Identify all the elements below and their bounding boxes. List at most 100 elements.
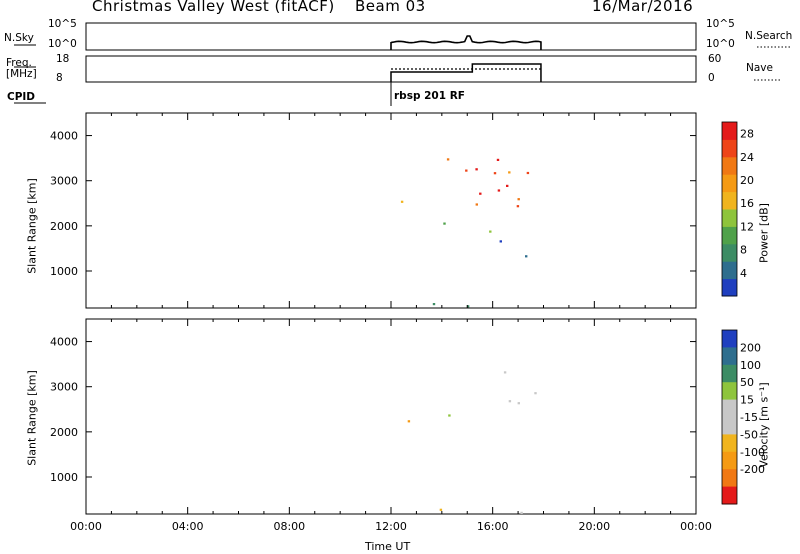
power-colorbar-tick: 24 xyxy=(740,151,754,164)
power-colorbar-tick: 8 xyxy=(740,244,747,257)
nsky-tick-bottom: 10^0 xyxy=(48,38,77,50)
power-panel-frame xyxy=(85,112,697,309)
velocity-ytick-label: 3000 xyxy=(50,381,78,394)
date-title: 16/Mar/2016 xyxy=(592,0,694,15)
power-colorbar-segment xyxy=(722,174,737,193)
velocity-colorbar-frame xyxy=(721,329,738,505)
velocity-cell xyxy=(448,414,451,417)
cpid-value: rbsp 201 RF xyxy=(394,90,465,102)
power-cell xyxy=(475,203,478,206)
power-colorbar-segment xyxy=(722,209,737,227)
velocity-cell xyxy=(517,402,520,405)
x-tick-label: 16:00 xyxy=(477,520,509,533)
power-colorbar-segment xyxy=(722,156,737,175)
velocity-ytick-label: 2000 xyxy=(50,426,78,439)
velocity-colorbar-segment xyxy=(722,330,737,348)
velocity-colorbar-segment xyxy=(722,434,737,453)
velocity-colorbar-tick: 200 xyxy=(740,341,761,354)
cpid-label: CPID xyxy=(7,91,36,103)
power-cell xyxy=(497,189,501,192)
power-cell xyxy=(508,171,511,174)
power-colorbar-tick: 4 xyxy=(740,267,747,280)
x-tick-label: 20:00 xyxy=(578,520,610,533)
power-cell xyxy=(489,230,492,233)
velocity-colorbar-tick: -200 xyxy=(740,463,765,476)
power-cell xyxy=(466,305,470,308)
power-cell xyxy=(446,158,450,161)
nsky-label: N.Sky xyxy=(4,32,34,44)
power-cell xyxy=(525,255,528,258)
freq-label: Freq. xyxy=(6,57,32,69)
x-tick-label: 00:00 xyxy=(70,520,102,533)
power-colorbar-frame xyxy=(721,121,738,297)
power-colorbar-segment xyxy=(722,278,737,297)
power-colorbar-tick: 16 xyxy=(740,197,754,210)
power-cell xyxy=(499,240,502,243)
freq-unit-label: [MHz] xyxy=(6,68,37,80)
power-cell xyxy=(443,222,446,225)
velocity-colorbar-tick: 100 xyxy=(740,359,761,372)
nave-tick-bottom: 0 xyxy=(708,72,715,84)
x-axis-title: Time UT xyxy=(365,540,411,553)
nsky-tick-top: 10^5 xyxy=(48,18,77,30)
nsearch-label: N.Search xyxy=(745,30,793,42)
beam-title: Beam 03 xyxy=(355,0,426,15)
power-ytick-label: 2000 xyxy=(50,220,78,233)
x-tick-label: 00:00 xyxy=(680,520,712,533)
velocity-colorbar-segment xyxy=(722,347,737,366)
velocity-colorbar-segment xyxy=(722,399,737,418)
velocity-colorbar-segment xyxy=(722,417,737,435)
velocity-cell xyxy=(520,511,523,514)
velocity-colorbar-segment xyxy=(722,486,737,505)
power-cell xyxy=(526,171,530,175)
x-tick-label: 04:00 xyxy=(172,520,204,533)
station-title: Christmas Valley West (fitACF) xyxy=(92,0,335,15)
power-ytick-label: 3000 xyxy=(50,175,78,188)
velocity-colorbar-tick: 50 xyxy=(740,376,754,389)
power-cell xyxy=(516,205,520,208)
velocity-cell xyxy=(439,508,443,511)
velocity-ytick-label: 1000 xyxy=(50,471,78,484)
freq-tick-bottom: 8 xyxy=(56,72,63,84)
freq-tick-top: 18 xyxy=(56,53,70,65)
velocity-colorbar-tick: 15 xyxy=(740,394,754,407)
power-colorbar-segment xyxy=(722,139,737,158)
velocity-ytick-label: 4000 xyxy=(50,336,78,349)
velocity-panel-frame xyxy=(85,318,697,515)
power-cell xyxy=(465,169,468,172)
power-cell xyxy=(475,168,478,171)
nave-tick-top: 60 xyxy=(708,53,722,65)
power-colorbar-tick: 12 xyxy=(740,220,754,233)
velocity-cell xyxy=(508,400,512,403)
velocity-cell xyxy=(534,392,537,395)
power-colorbar-segment xyxy=(722,191,737,210)
nsky-right-tick-bottom: 10^0 xyxy=(706,38,735,50)
nsky-right-tick-top: 10^5 xyxy=(706,18,735,30)
nsky-trace xyxy=(390,35,542,50)
velocity-cell xyxy=(407,420,411,423)
velocity-colorbar-segment xyxy=(722,364,737,383)
velocity-colorbar-segment xyxy=(722,382,737,401)
power-cell xyxy=(479,192,482,195)
power-colorbar-segment xyxy=(722,243,737,262)
velocity-colorbar-tick: -50 xyxy=(740,428,758,441)
velocity-colorbar-segment xyxy=(722,469,737,488)
nave-label: Nave xyxy=(746,62,773,74)
freq-trace xyxy=(390,63,542,82)
x-tick-label: 12:00 xyxy=(375,520,407,533)
power-colorbar-tick: 20 xyxy=(740,174,754,187)
power-cell xyxy=(506,184,509,187)
power-ytick-label: 4000 xyxy=(50,130,78,143)
power-cell xyxy=(517,198,520,201)
velocity-colorbar-tick: -100 xyxy=(740,446,765,459)
power-colorbar-segment xyxy=(722,226,737,245)
power-colorbar-segment xyxy=(722,261,737,280)
velocity-colorbar-segment xyxy=(722,451,737,470)
power-cell xyxy=(496,158,500,161)
power-ytick-label: 1000 xyxy=(50,265,78,278)
power-colorbar-tick: 28 xyxy=(740,128,754,141)
velocity-cell xyxy=(503,371,507,374)
power-cell xyxy=(432,303,436,306)
power-cell xyxy=(493,172,497,175)
